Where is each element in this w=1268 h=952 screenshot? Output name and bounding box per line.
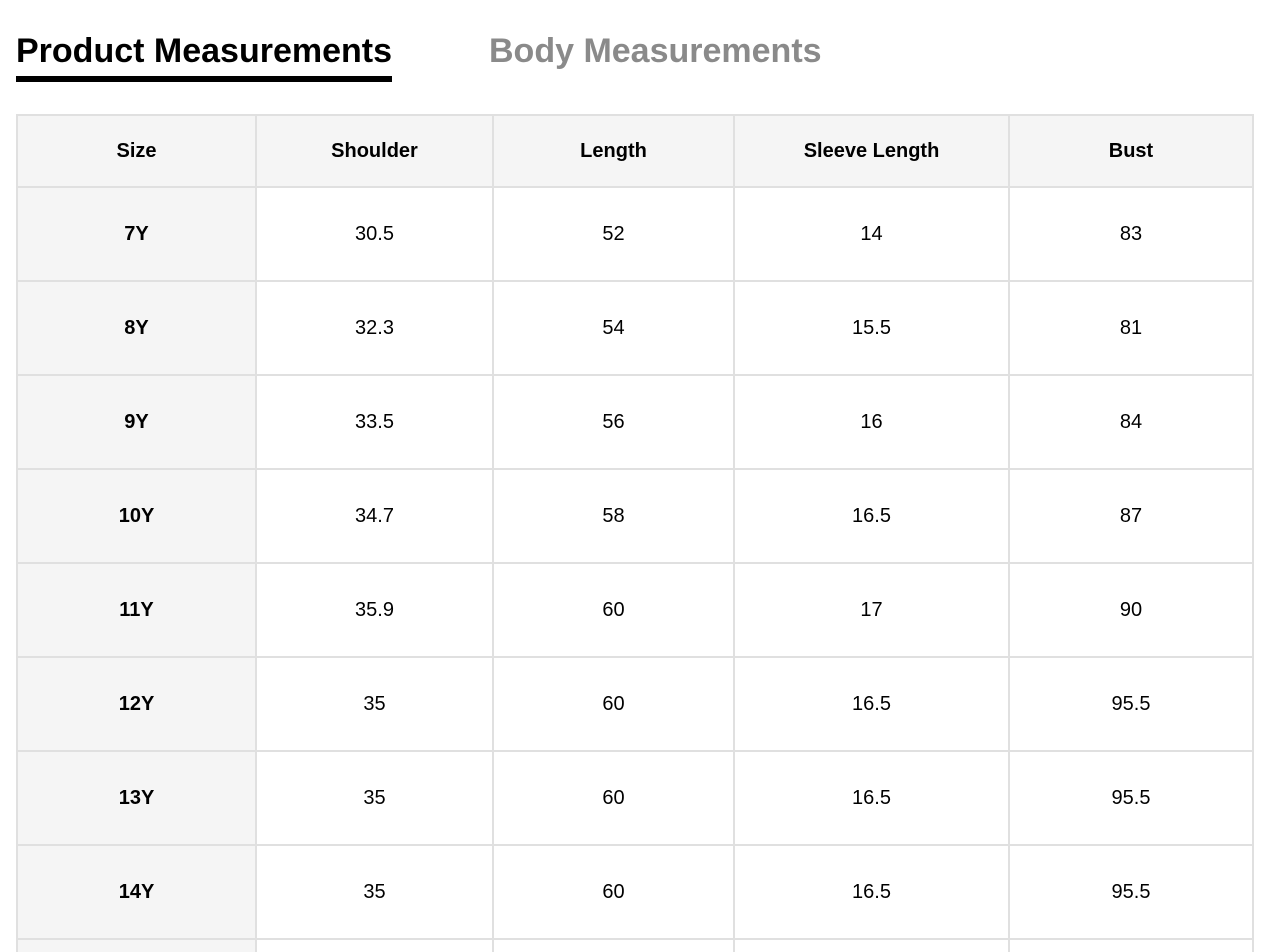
size-cell: 8Y <box>16 280 257 377</box>
table-row-partial <box>16 938 1254 952</box>
shoulder-cell: 30.5 <box>255 186 494 283</box>
shoulder-cell: 35 <box>255 656 494 753</box>
shoulder-cell: 32.3 <box>255 280 494 377</box>
tab-product-measurements[interactable]: Product Measurements <box>16 32 392 83</box>
column-header-length: Length <box>492 114 735 189</box>
size-cell: 14Y <box>16 844 257 941</box>
size-cell: 7Y <box>16 186 257 283</box>
sleeve-length-cell: 16.5 <box>733 656 1010 753</box>
table-row: 14Y 35 60 16.5 95.5 <box>16 844 1254 941</box>
table-row: 7Y 30.5 52 14 83 <box>16 186 1254 283</box>
shoulder-cell <box>255 938 494 952</box>
shoulder-cell: 35 <box>255 750 494 847</box>
bust-cell: 83 <box>1008 186 1254 283</box>
sleeve-length-cell: 16.5 <box>733 468 1010 565</box>
bust-cell: 95.5 <box>1008 656 1254 753</box>
length-cell: 60 <box>492 844 735 941</box>
size-cell: 12Y <box>16 656 257 753</box>
column-header-shoulder: Shoulder <box>255 114 494 189</box>
length-cell: 52 <box>492 186 735 283</box>
column-header-bust: Bust <box>1008 114 1254 189</box>
length-cell: 58 <box>492 468 735 565</box>
table-row: 9Y 33.5 56 16 84 <box>16 374 1254 471</box>
shoulder-cell: 35 <box>255 844 494 941</box>
shoulder-cell: 34.7 <box>255 468 494 565</box>
table-header-row: Size Shoulder Length Sleeve Length Bust <box>16 114 1254 189</box>
size-cell <box>16 938 257 952</box>
sleeve-length-cell: 16.5 <box>733 750 1010 847</box>
table-row: 12Y 35 60 16.5 95.5 <box>16 656 1254 753</box>
bust-cell: 95.5 <box>1008 844 1254 941</box>
size-chart-table: Size Shoulder Length Sleeve Length Bust … <box>16 114 1254 952</box>
table-row: 8Y 32.3 54 15.5 81 <box>16 280 1254 377</box>
size-cell: 9Y <box>16 374 257 471</box>
bust-cell: 95.5 <box>1008 750 1254 847</box>
sleeve-length-cell: 15.5 <box>733 280 1010 377</box>
table-row: 11Y 35.9 60 17 90 <box>16 562 1254 659</box>
shoulder-cell: 35.9 <box>255 562 494 659</box>
size-cell: 11Y <box>16 562 257 659</box>
column-header-size: Size <box>16 114 257 189</box>
sleeve-length-cell: 16.5 <box>733 844 1010 941</box>
tab-body-measurements[interactable]: Body Measurements <box>489 32 822 70</box>
sleeve-length-cell: 16 <box>733 374 1010 471</box>
size-cell: 10Y <box>16 468 257 565</box>
size-cell: 13Y <box>16 750 257 847</box>
length-cell <box>492 938 735 952</box>
table-row: 13Y 35 60 16.5 95.5 <box>16 750 1254 847</box>
length-cell: 60 <box>492 750 735 847</box>
bust-cell: 90 <box>1008 562 1254 659</box>
shoulder-cell: 33.5 <box>255 374 494 471</box>
column-header-sleeve-length: Sleeve Length <box>733 114 1010 189</box>
sleeve-length-cell <box>733 938 1010 952</box>
length-cell: 56 <box>492 374 735 471</box>
bust-cell: 87 <box>1008 468 1254 565</box>
sleeve-length-cell: 17 <box>733 562 1010 659</box>
measurement-tabs: Product Measurements Body Measurements <box>0 0 1268 83</box>
length-cell: 60 <box>492 656 735 753</box>
sleeve-length-cell: 14 <box>733 186 1010 283</box>
bust-cell <box>1008 938 1254 952</box>
length-cell: 60 <box>492 562 735 659</box>
bust-cell: 84 <box>1008 374 1254 471</box>
table-row: 10Y 34.7 58 16.5 87 <box>16 468 1254 565</box>
bust-cell: 81 <box>1008 280 1254 377</box>
length-cell: 54 <box>492 280 735 377</box>
